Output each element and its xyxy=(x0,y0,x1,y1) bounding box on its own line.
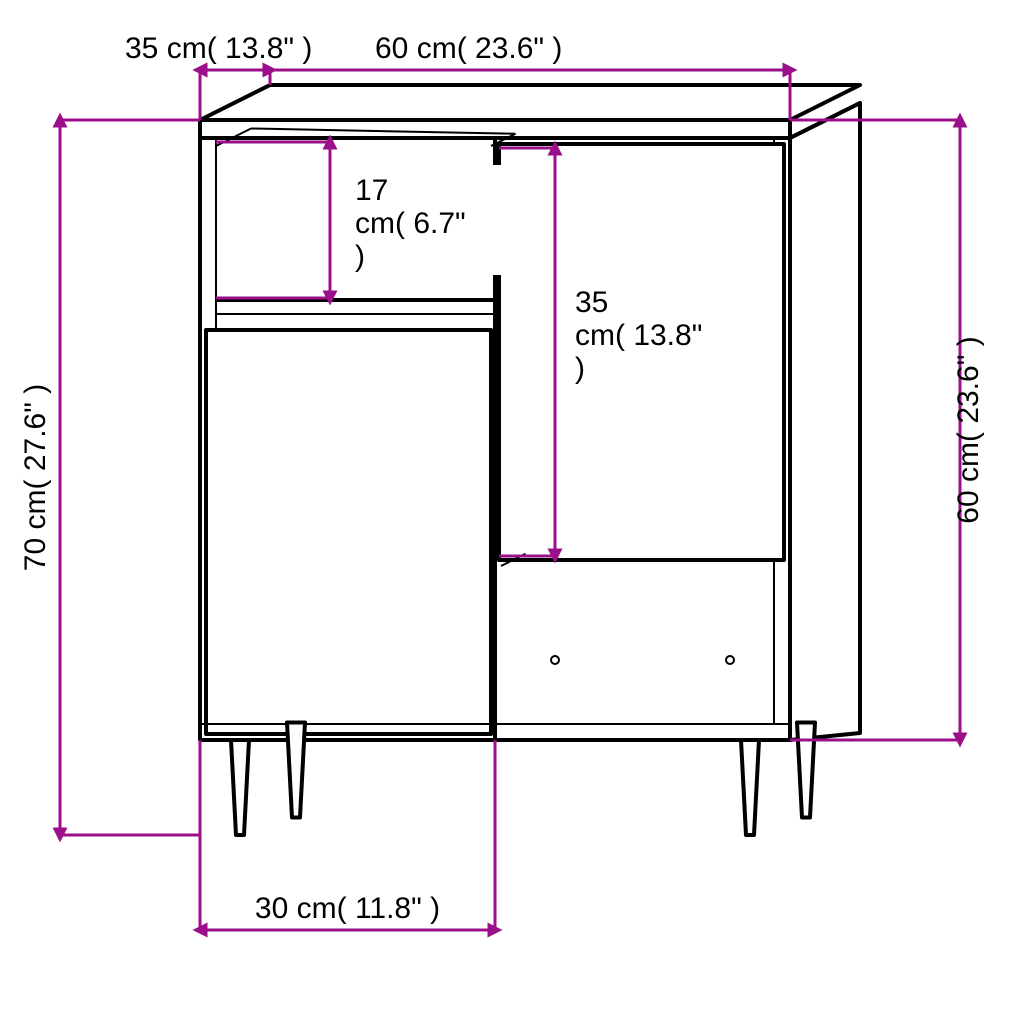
screw-hole xyxy=(551,656,559,664)
label-half-30: 30 cm( 11.8" ) xyxy=(255,892,440,925)
leg xyxy=(797,723,815,818)
cabinet-top xyxy=(200,85,860,120)
right-door xyxy=(499,144,784,560)
left-door xyxy=(206,330,491,734)
drawing-element xyxy=(251,129,516,134)
label-shelf-17-line2: cm( 6.7" xyxy=(355,207,466,240)
drawing-element xyxy=(790,103,860,740)
leg xyxy=(741,740,759,835)
label-shelf-17: 17 xyxy=(355,174,388,207)
label-body-60: 60 cm( 23.6" ) xyxy=(952,336,985,523)
label-total-70: 70 cm( 27.6" ) xyxy=(19,384,52,571)
leg xyxy=(287,723,305,818)
leg xyxy=(231,740,249,835)
label-depth-35: 35 cm( 13.8" ) xyxy=(125,32,312,65)
label-shelf-17-line3: ) xyxy=(355,240,365,273)
label-width-60: 60 cm( 23.6" ) xyxy=(375,32,562,65)
label-door-35c: ) xyxy=(575,352,585,385)
screw-hole xyxy=(726,656,734,664)
label-door-35b: cm( 13.8" xyxy=(575,319,702,352)
label-door-35a: 35 xyxy=(575,286,608,319)
